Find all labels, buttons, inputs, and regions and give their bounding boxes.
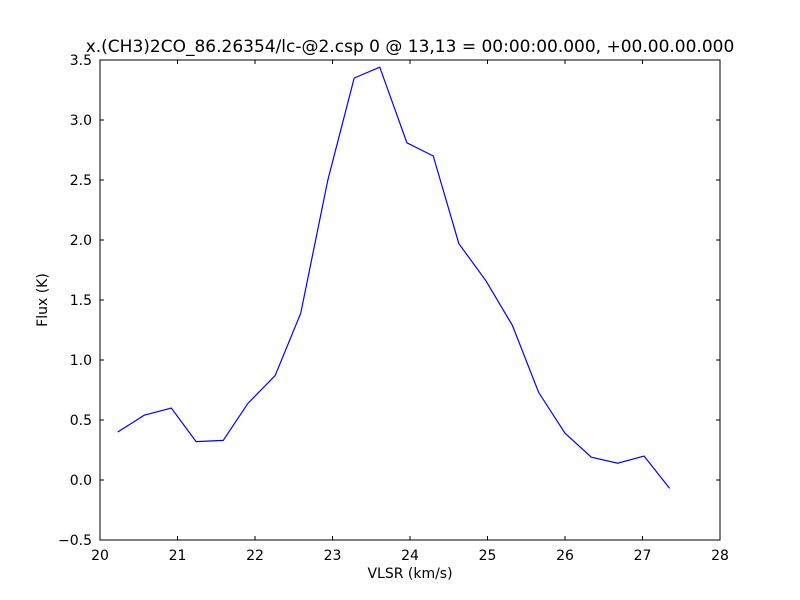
x-tick-label: 22 xyxy=(246,548,264,564)
data-line xyxy=(117,66,671,489)
y-tick-label: 1.5 xyxy=(70,293,92,309)
y-tick-label: 2.5 xyxy=(70,173,92,189)
plot-frame xyxy=(99,59,721,541)
y-tick-label: 0.0 xyxy=(70,473,92,489)
y-tick-label: −0.5 xyxy=(58,533,92,549)
x-tick-label: 20 xyxy=(91,548,109,564)
chart-title: x.(CH3)2CO_86.26354/lc-@2.csp 0 @ 13,13 … xyxy=(86,37,735,57)
y-tick-label: 2.0 xyxy=(70,233,92,249)
x-tick-label: 26 xyxy=(556,548,574,564)
y-tick-label: 0.5 xyxy=(70,413,92,429)
x-tick-label: 23 xyxy=(324,548,342,564)
y-tick-label: 3.0 xyxy=(70,113,92,129)
y-axis-label: Flux (K) xyxy=(35,273,51,327)
x-tick-label: 27 xyxy=(634,548,652,564)
y-tick-label: 3.5 xyxy=(70,53,92,69)
y-tick-label: 1.0 xyxy=(70,353,92,369)
x-axis-label: VLSR (km/s) xyxy=(367,566,452,582)
x-tick-label: 21 xyxy=(169,548,187,564)
x-tick-label: 25 xyxy=(479,548,497,564)
x-tick-label: 24 xyxy=(401,548,419,564)
x-tick-label: 28 xyxy=(711,548,729,564)
